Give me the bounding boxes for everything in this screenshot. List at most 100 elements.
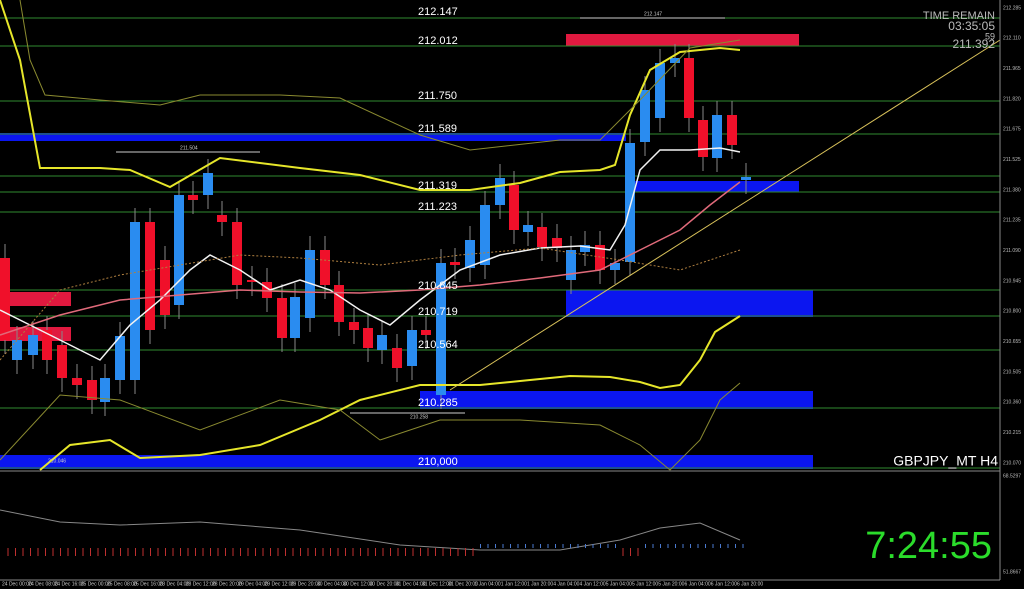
candle-body: [42, 330, 52, 360]
time-axis-label: 30 Dec 20:00: [370, 581, 400, 587]
level-label: 210.719: [418, 306, 458, 318]
candle-body: [203, 173, 213, 195]
moving-average-slow: [0, 181, 741, 336]
level-label: 211.319: [418, 180, 457, 192]
upper-band: [0, 0, 741, 191]
timer-price: 211.392: [953, 37, 996, 51]
candle-body: [495, 178, 505, 205]
level-label: 211.223: [418, 201, 457, 213]
price-axis-label: 210.360: [1003, 400, 1021, 406]
time-axis-label: 31 Dec 12:00: [422, 581, 452, 587]
dotted-average: [0, 247, 741, 361]
candle-body: [625, 143, 635, 262]
trend-line: [449, 39, 1001, 391]
indicators: [0, 0, 1001, 471]
candle-body: [580, 245, 590, 252]
candle-body: [480, 205, 490, 265]
marker-label: 210.046: [48, 458, 66, 464]
level-label: 210.564: [418, 339, 458, 351]
outer-band: [19, 0, 741, 151]
candle-body: [72, 378, 82, 385]
time-axis-label: 25 Dec 08:00: [107, 581, 137, 587]
time-axis-label: 28 Dec 20:00: [212, 581, 242, 587]
candle-body: [407, 330, 417, 366]
time-axis-label: 24 Dec 16:00: [55, 581, 85, 587]
oscillator: [0, 509, 744, 556]
time-axis-label: 29 Dec 04:00: [238, 581, 268, 587]
time-axis-label: 30 Dec 12:00: [343, 581, 373, 587]
candle-body: [349, 322, 359, 330]
candle-body: [655, 63, 665, 118]
candle-body: [537, 227, 547, 247]
time-axis-label: 25 Dec 00:00: [81, 581, 111, 587]
labels: 212.147 212.012 211.750 211.589 211.319 …: [48, 6, 998, 567]
price-axis-label: 210.070: [1003, 460, 1021, 466]
price-axis-label: 210.945: [1003, 278, 1021, 284]
price-axis-label: 211.965: [1003, 66, 1021, 72]
price-axis-label: 210.215: [1003, 430, 1021, 436]
candle-body: [640, 90, 650, 142]
price-axis-label: 210.655: [1003, 339, 1021, 345]
price-axis-label: 211.820: [1003, 96, 1021, 102]
timer-label: TIME REMAIN: [923, 10, 995, 22]
time-axis-label: 6 Jan 20:00: [737, 581, 763, 587]
candle-body: [450, 262, 460, 265]
price-axis-label: 211.525: [1003, 157, 1021, 163]
timer-seconds: 59: [985, 31, 995, 41]
oscillator-line: [0, 509, 741, 551]
candle-body: [57, 345, 67, 378]
candle-body: [290, 297, 300, 338]
price-axis: 212.285 212.110 211.965 211.820 211.675 211.5…: [1003, 5, 1021, 575]
candle-body: [421, 330, 431, 335]
outer-band: [0, 382, 741, 471]
price-axis-label: 211.675: [1003, 127, 1021, 133]
candle-body: [670, 58, 680, 63]
marker-label: 210.258: [410, 414, 428, 420]
time-axis-label: 24 Dec 08:00: [28, 581, 58, 587]
candle-body: [100, 378, 110, 402]
indicator-axis-label: 51.8667: [1003, 569, 1021, 575]
time-axis-label: 30 Dec 04:00: [317, 581, 347, 587]
supply-zone: [0, 327, 71, 341]
level-label: 210,000: [418, 456, 458, 468]
candle-body: [363, 328, 373, 348]
candle-body: [523, 225, 533, 232]
time-axis-label: 31 Dec 04:00: [396, 581, 426, 587]
candle-body: [741, 177, 751, 180]
candle-body: [0, 258, 10, 340]
candle-body: [247, 280, 257, 282]
time-axis-label: 6 Jan 12:00: [711, 581, 737, 587]
time-axis-label: 28 Dec 12:00: [186, 581, 216, 587]
level-label: 210.845: [418, 280, 458, 292]
candle-body: [28, 335, 38, 355]
candle-body: [509, 185, 519, 230]
demand-zone: [630, 181, 799, 192]
clock: 7:24:55: [865, 525, 992, 567]
supply-zone: [566, 34, 799, 46]
price-axis-label: 211.235: [1003, 218, 1021, 224]
candle-body: [684, 58, 694, 118]
price-axis-label: 212.110: [1003, 36, 1021, 42]
time-axis-label: 1 Jan 12:00: [501, 581, 527, 587]
supply-zone: [0, 292, 71, 306]
time-axis-label: 24 Dec 00:00: [2, 581, 32, 587]
time-axis-label: 4 Jan 04:00: [553, 581, 579, 587]
candle-body: [552, 238, 562, 248]
level-label: 212.147: [418, 6, 458, 18]
level-label: 210.285: [418, 397, 458, 409]
demand-zone: [0, 455, 813, 469]
time-axis-label: 28 Dec 04:00: [160, 581, 190, 587]
marker-label: 211.504: [180, 145, 198, 151]
demand-zone: [0, 133, 626, 141]
time-axis-label: 5 Jan 20:00: [658, 581, 684, 587]
time-axis-label: 6 Jan 04:00: [685, 581, 711, 587]
time-axis-label: 5 Jan 04:00: [606, 581, 632, 587]
candle-body: [115, 336, 125, 380]
level-label: 211.750: [418, 90, 457, 102]
candle-body: [145, 222, 155, 330]
time-axis-label: 25 Dec 16:00: [133, 581, 163, 587]
level-label: 212.012: [418, 35, 458, 47]
time-axis-label: 1 Jan 04:00: [475, 581, 501, 587]
